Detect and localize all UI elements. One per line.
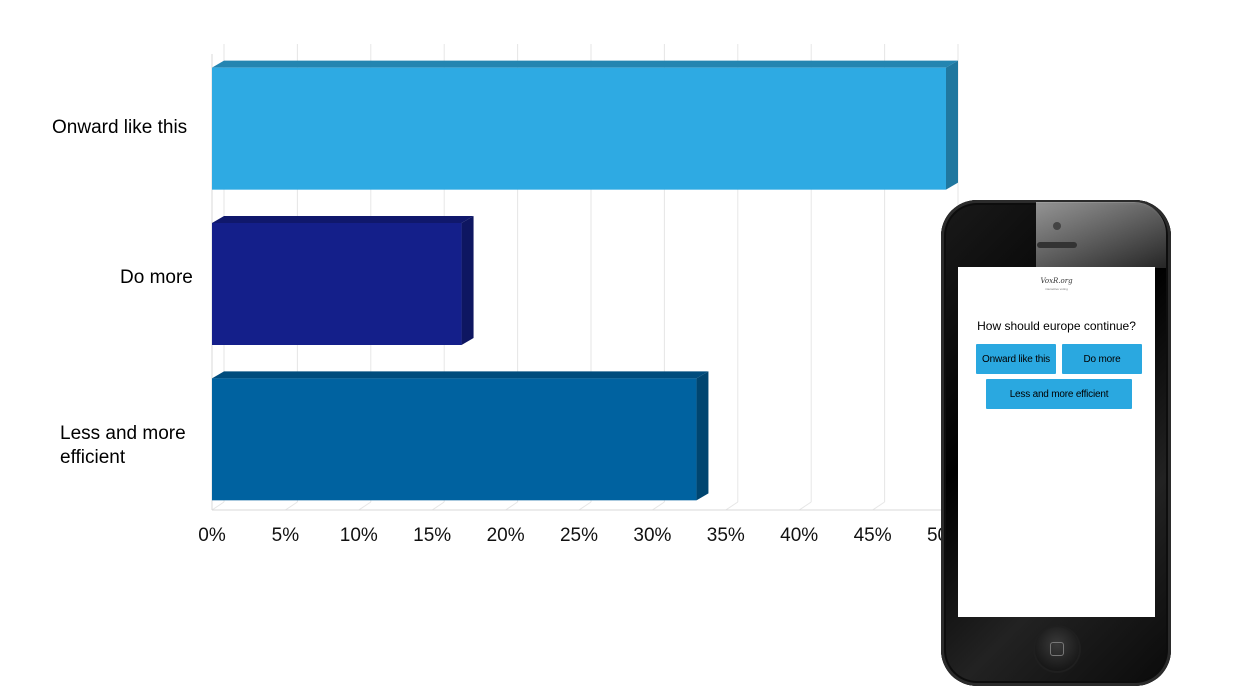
- bar-top-face: [212, 60, 958, 68]
- category-label: Less and more efficient: [60, 423, 186, 468]
- option-less-efficient-button[interactable]: Less and more efficient: [986, 379, 1132, 409]
- gridline-floor: [725, 501, 739, 511]
- phone-screen: VoxR.org interactive voting How should e…: [958, 267, 1155, 617]
- option-onward-button[interactable]: Onward like this: [976, 344, 1056, 374]
- x-tick-label: 0%: [198, 525, 226, 546]
- poll-question: How should europe continue?: [977, 319, 1136, 333]
- x-axis-ticks: 0% 5% 10% 15% 20% 25% 30% 35% 40% 45% 50…: [198, 525, 965, 546]
- gridline-floor: [505, 501, 518, 511]
- gridline-floor: [798, 501, 812, 511]
- bar: [212, 60, 958, 190]
- phone-mockup: VoxR.org interactive voting How should e…: [941, 200, 1171, 686]
- gridline-floor: [578, 501, 592, 511]
- category-label: Do more: [120, 267, 193, 288]
- bar-side-face: [696, 371, 709, 501]
- camera-icon: [1053, 222, 1061, 230]
- logo-tagline: interactive voting: [1045, 287, 1068, 291]
- speaker-grille: [1037, 242, 1077, 248]
- gridline-floor: [872, 501, 885, 511]
- bar-top-face: [212, 371, 709, 379]
- x-tick-label: 45%: [854, 525, 892, 546]
- x-tick-label: 40%: [780, 525, 818, 546]
- x-tick-label: 30%: [633, 525, 671, 546]
- voxr-logo: VoxR.org: [1040, 277, 1073, 285]
- x-tick-label: 35%: [707, 525, 745, 546]
- x-tick-label: 20%: [487, 525, 525, 546]
- home-button[interactable]: [1035, 627, 1079, 671]
- bar: [212, 371, 709, 501]
- bar-side-face: [946, 60, 958, 190]
- option-do-more-button[interactable]: Do more: [1062, 344, 1142, 374]
- bar: [212, 216, 474, 345]
- x-tick-label: 10%: [340, 525, 378, 546]
- gridline-floor: [652, 501, 665, 511]
- gridline-floor: [211, 501, 225, 511]
- bar-top-face: [212, 216, 474, 223]
- bar-front-face: [212, 67, 946, 190]
- gridline-floor: [431, 501, 445, 511]
- bar-side-face: [461, 216, 474, 345]
- bar-front-face: [212, 223, 462, 345]
- gridline-floor: [358, 501, 372, 511]
- category-label: Onward like this: [52, 117, 188, 138]
- bar-front-face: [212, 378, 697, 501]
- x-tick-label: 5%: [272, 525, 300, 546]
- screen-glare: [1036, 202, 1166, 268]
- gridline-floor: [285, 501, 298, 511]
- bars: [212, 60, 958, 501]
- x-tick-label: 15%: [413, 525, 451, 546]
- x-tick-label: 25%: [560, 525, 598, 546]
